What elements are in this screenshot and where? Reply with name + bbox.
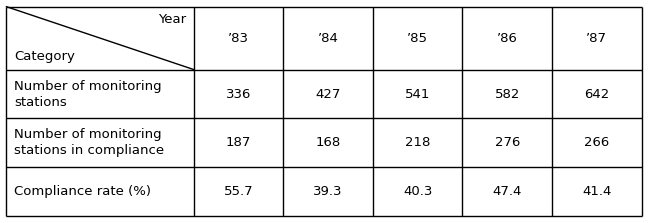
Text: ’85: ’85 [407,32,428,45]
Text: 427: 427 [316,88,341,101]
Text: ’87: ’87 [586,32,607,45]
Text: 41.4: 41.4 [582,185,612,198]
Text: 40.3: 40.3 [403,185,432,198]
Text: 541: 541 [405,88,430,101]
Text: ’83: ’83 [228,32,249,45]
Text: 168: 168 [316,136,341,149]
Text: 582: 582 [494,88,520,101]
Text: 187: 187 [226,136,251,149]
Text: Number of monitoring
stations: Number of monitoring stations [14,80,162,109]
Text: 218: 218 [405,136,430,149]
Text: 276: 276 [494,136,520,149]
Text: Category: Category [14,50,75,63]
Text: ’86: ’86 [497,32,518,45]
Text: 55.7: 55.7 [224,185,253,198]
Text: Number of monitoring
stations in compliance: Number of monitoring stations in complia… [14,128,165,157]
Text: 642: 642 [584,88,609,101]
Text: 47.4: 47.4 [492,185,522,198]
Text: 336: 336 [226,88,251,101]
Text: 266: 266 [584,136,609,149]
Text: Year: Year [158,13,186,26]
Text: 39.3: 39.3 [314,185,343,198]
Text: ’84: ’84 [318,32,338,45]
Text: Compliance rate (%): Compliance rate (%) [14,185,151,198]
